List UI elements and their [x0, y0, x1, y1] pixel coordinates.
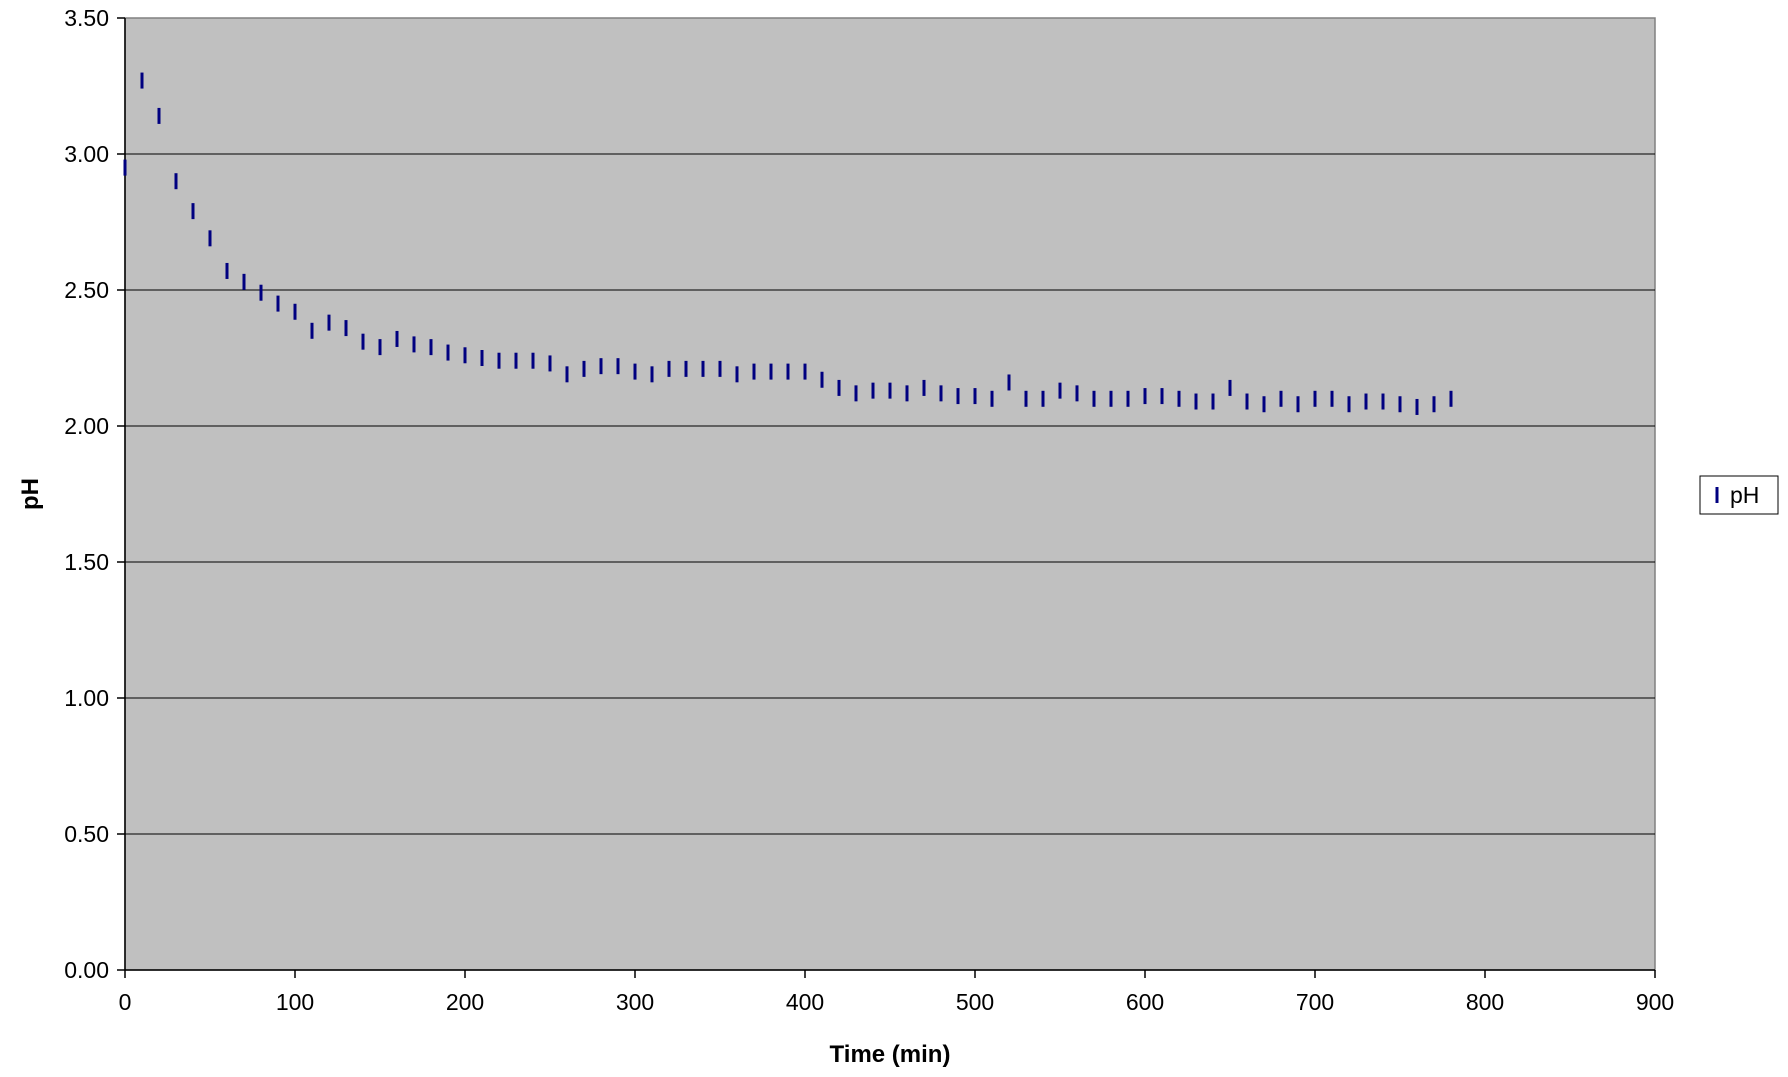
plot-area	[124, 17, 1656, 971]
y-tick-label: 2.00	[64, 413, 109, 439]
y-tick-label: 3.50	[64, 5, 109, 31]
x-tick-label: 500	[956, 989, 994, 1015]
x-axis-title: Time (min)	[830, 1041, 951, 1068]
x-tick-label: 300	[616, 989, 654, 1015]
data-markers	[123, 72, 1453, 415]
gridlines	[125, 153, 1655, 835]
legend-label: pH	[1730, 482, 1759, 508]
x-tick-label: 100	[276, 989, 314, 1015]
legend: pH	[1699, 475, 1779, 515]
x-tick-label: 700	[1296, 989, 1334, 1015]
x-tick-label: 200	[446, 989, 484, 1015]
legend-box	[1699, 475, 1779, 515]
x-tick-label: 900	[1636, 989, 1674, 1015]
y-tick-label: 0.00	[64, 957, 109, 983]
axes	[117, 17, 1656, 978]
tick-labels: 0.00 0.50 1.00 1.50 2.00 2.50 3.00 3.50 0 100 200 3…	[64, 5, 1674, 1015]
x-tick-label: 600	[1126, 989, 1164, 1015]
y-tick-label: 1.50	[64, 549, 109, 575]
x-tick-label: 800	[1466, 989, 1504, 1015]
y-tick-label: 2.50	[64, 277, 109, 303]
x-tick-label: 400	[786, 989, 824, 1015]
y-tick-label: 3.00	[64, 141, 109, 167]
x-tick-label: 0	[119, 989, 132, 1015]
y-axis-title: pH	[17, 478, 44, 510]
y-tick-label: 1.00	[64, 685, 109, 711]
y-tick-label: 0.50	[64, 821, 109, 847]
